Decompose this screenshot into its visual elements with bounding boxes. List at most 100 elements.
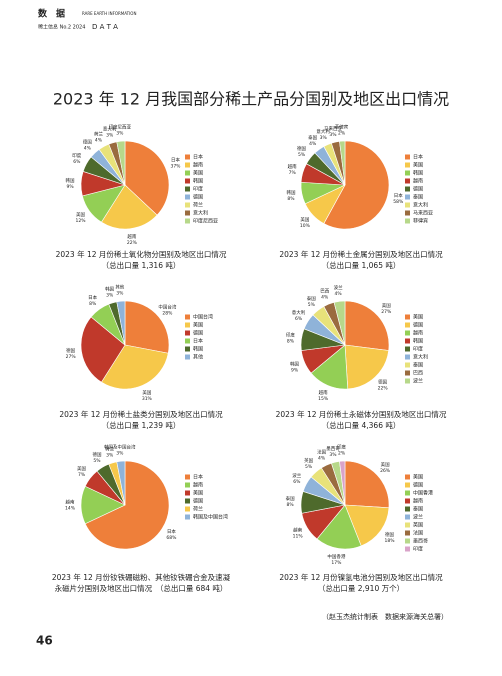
legend-label: 印度 [413, 346, 423, 353]
slice-label: 8% [287, 339, 295, 345]
legend-swatch [405, 154, 410, 160]
slice-label: 7% [289, 170, 297, 176]
legend-label: 泰国 [413, 194, 423, 201]
legend-label: 法国 [413, 530, 423, 537]
legend-label: 德国 [413, 186, 423, 193]
legend-label: 印度 [193, 186, 203, 193]
legend-label: 韩国 [413, 338, 423, 345]
legend-label: 印度 [413, 546, 423, 553]
legend-swatch [405, 210, 410, 216]
slice-name: 日本 [167, 528, 176, 535]
legend-swatch [405, 322, 410, 328]
legend-label: 越南 [413, 330, 423, 337]
slice-label: 6% [73, 159, 81, 165]
pie-slice [344, 504, 390, 547]
slice-name: 印度尼西亚 [109, 124, 132, 131]
slice-name: 美国 [381, 461, 390, 468]
legend-swatch [185, 162, 190, 168]
slice-label: 4% [95, 137, 103, 143]
legend-label: 美国 [193, 490, 203, 497]
legend-swatch [185, 202, 190, 208]
slice-name: 韩国 [105, 286, 114, 293]
slice-name: 印度 [337, 444, 346, 451]
legend-swatch [405, 338, 410, 344]
legend-swatch [185, 186, 190, 192]
slice-label: 3% [106, 453, 114, 459]
legend-label: 波兰 [413, 378, 423, 385]
pie-slice [339, 460, 346, 506]
slice-name: 美国 [76, 211, 85, 218]
pie-slice [101, 184, 158, 230]
legend-label: 韩国及中国台湾 [193, 514, 228, 521]
legend-swatch [405, 522, 410, 528]
slice-name: 泰国 [307, 295, 316, 302]
chart-caption: 2023 年 12 月份镍氢电池分国别及地区出口情况 [279, 572, 443, 582]
legend-label: 荷兰 [193, 506, 203, 513]
data-label: D A T A [92, 23, 118, 31]
legend-swatch [405, 370, 410, 376]
slice-name: 墨西哥 [326, 446, 340, 452]
slice-label: 4% [321, 294, 329, 300]
legend-swatch [185, 218, 190, 224]
legend-swatch [185, 346, 190, 352]
legend-swatch [405, 194, 410, 200]
legend-label: 韩国 [193, 178, 203, 185]
slice-name: 美国 [382, 302, 391, 309]
slice-name: 巴西 [320, 288, 329, 294]
slice-label: 8% [89, 301, 97, 307]
slice-name: 荷兰 [105, 446, 114, 453]
legend-label: 美国 [413, 314, 423, 321]
pie-slice [80, 316, 126, 383]
chart-caption: （总出口量 1,065 吨） [322, 260, 401, 270]
legend-swatch [405, 346, 410, 352]
slice-name: 美国 [300, 216, 309, 223]
slice-label: 6% [295, 316, 303, 322]
slice-name: 中国台湾 [158, 303, 176, 310]
legend-label: 其他 [193, 354, 203, 361]
slice-name: 日本 [88, 294, 97, 301]
slice-label: 3% [106, 293, 114, 299]
pie-slice [323, 140, 390, 230]
slice-label: 5% [308, 302, 316, 308]
slice-label: 22% [127, 240, 138, 246]
pie-slice [116, 300, 126, 346]
legend-label: 德国 [193, 194, 203, 201]
slice-label: 4% [84, 145, 92, 151]
legend-label: 韩国 [413, 170, 423, 177]
legend-swatch [185, 490, 190, 496]
slice-name: 印度 [286, 332, 295, 339]
chart-caption: 永磁片分国别及地区出口情况 （总出口量 684 吨） [55, 583, 228, 593]
legend-swatch [405, 354, 410, 360]
slice-name: 越南 [319, 389, 328, 396]
legend-swatch [405, 506, 410, 512]
slice-label: 3% [116, 291, 124, 297]
slice-name: 德国 [385, 531, 394, 538]
legend-label: 波兰 [413, 514, 423, 521]
pie-slice [339, 140, 346, 186]
slice-label: 58% [393, 199, 404, 205]
slice-name: 菲律宾 [335, 124, 349, 131]
legend-label: 德国 [413, 482, 423, 489]
page-number: 46 [36, 634, 53, 648]
legend-label: 泰国 [413, 362, 423, 369]
slice-name: 意大利 [292, 309, 306, 316]
legend-swatch [185, 210, 190, 216]
legend-swatch [405, 178, 410, 184]
slice-name: 韩国及中国台湾 [104, 444, 136, 451]
legend-label: 印度尼西亚 [193, 218, 218, 225]
chart-caption: （总出口量 1,316 吨） [102, 260, 181, 270]
page-title: 2023 年 12 月我国部分稀土产品分国别及地区出口情况 [53, 90, 449, 109]
slice-name: 越南 [66, 499, 75, 506]
slice-name: 中国香港 [327, 553, 345, 560]
slice-name: 意大利 [103, 126, 117, 133]
slice-label: 9% [291, 367, 299, 373]
legend-swatch [185, 354, 190, 360]
pie-slice [116, 140, 126, 186]
legend-swatch [185, 514, 190, 520]
legend-swatch [405, 330, 410, 336]
legend-swatch [405, 362, 410, 368]
legend-swatch [185, 154, 190, 160]
legend-swatch [185, 506, 190, 512]
slice-name: 泰国 [308, 134, 317, 141]
legend-swatch [405, 530, 410, 536]
